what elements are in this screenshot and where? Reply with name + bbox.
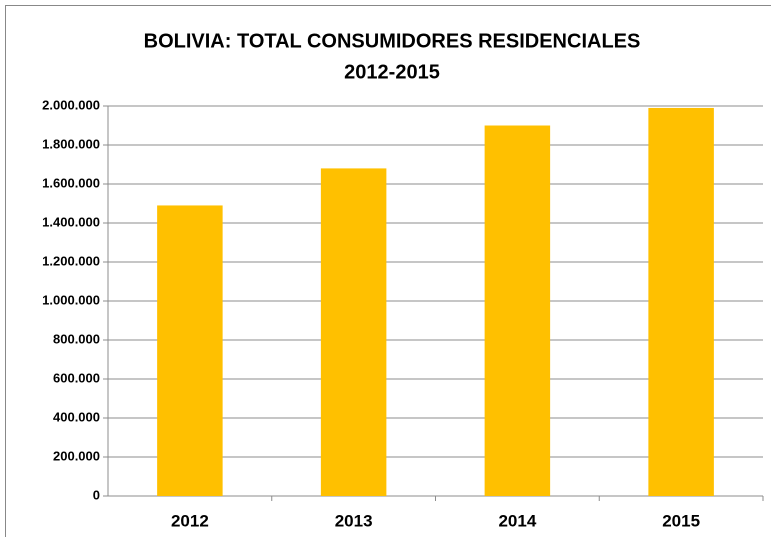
y-tick-label: 1.600.000: [42, 175, 100, 190]
y-tick-label: 200.000: [53, 448, 100, 463]
y-tick-label: 1.200.000: [42, 253, 100, 268]
y-tick-label: 1.800.000: [42, 136, 100, 151]
y-tick-label: 1.000.000: [42, 292, 100, 307]
y-tick-label: 1.400.000: [42, 214, 100, 229]
chart-subtitle: 2012-2015: [344, 61, 440, 83]
bar: [648, 107, 714, 496]
x-tick-label: 2015: [662, 511, 700, 530]
x-tick-label: 2012: [171, 511, 209, 530]
y-tick-label: 800.000: [53, 331, 100, 346]
y-tick-label: 600.000: [53, 370, 100, 385]
y-tick-label: 2.000.000: [42, 97, 100, 112]
y-tick-label: 0: [93, 487, 100, 502]
x-tick-label: 2013: [335, 511, 373, 530]
bar: [157, 205, 223, 496]
x-tick-label: 2014: [498, 511, 536, 530]
bar: [320, 168, 387, 496]
y-tick-label: 400.000: [53, 409, 100, 424]
bar: [484, 125, 551, 496]
chart-frame: [5, 5, 771, 537]
chart-title: BOLIVIA: TOTAL CONSUMIDORES RESIDENCIALE…: [144, 30, 641, 52]
